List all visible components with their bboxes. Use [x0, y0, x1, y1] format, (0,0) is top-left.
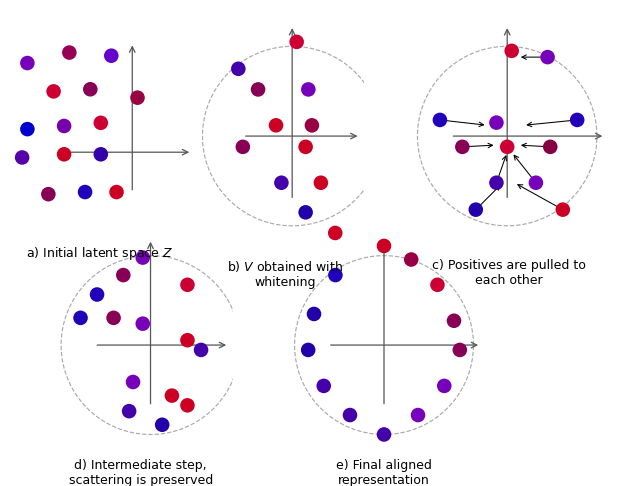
Point [557, 206, 568, 213]
Point [572, 116, 582, 124]
Text: e) Final aligned
representation: e) Final aligned representation [336, 459, 432, 486]
Point [157, 421, 167, 429]
Point [531, 179, 541, 187]
Point [124, 407, 134, 415]
Point [439, 382, 449, 390]
Point [319, 382, 329, 390]
Point [22, 125, 33, 133]
Point [138, 320, 148, 328]
Point [17, 154, 28, 161]
Point [59, 150, 69, 158]
Point [433, 281, 443, 289]
Point [507, 47, 517, 55]
Point [502, 143, 512, 151]
Point [303, 346, 314, 354]
Point [379, 431, 389, 438]
Point [44, 190, 54, 198]
Point [330, 271, 340, 279]
Point [80, 188, 90, 196]
Point [233, 65, 243, 73]
Point [253, 86, 263, 93]
Point [307, 122, 317, 129]
Point [435, 116, 445, 124]
Point [167, 392, 177, 399]
Point [457, 143, 467, 151]
Point [492, 179, 502, 187]
Point [379, 242, 389, 250]
Point [76, 314, 86, 322]
Point [345, 411, 355, 419]
Point [276, 179, 287, 187]
Point [106, 52, 116, 60]
Point [59, 122, 69, 130]
Point [95, 119, 106, 127]
Point [301, 143, 311, 151]
Point [49, 87, 59, 95]
Text: a) Initial latent space $Z$: a) Initial latent space $Z$ [26, 245, 173, 262]
Point [95, 150, 106, 158]
Text: d) Intermediate step,
scattering is preserved: d) Intermediate step, scattering is pres… [68, 459, 213, 486]
Text: c) Positives are pulled to
each other: c) Positives are pulled to each other [432, 259, 586, 287]
Point [182, 336, 193, 344]
Point [301, 208, 311, 216]
Point [64, 49, 74, 56]
Point [85, 86, 95, 93]
Point [128, 378, 138, 386]
Point [316, 179, 326, 187]
Text: b) $V$ obtained with
whitening: b) $V$ obtained with whitening [227, 259, 343, 289]
Point [138, 254, 148, 261]
Point [92, 291, 102, 298]
Point [330, 229, 340, 237]
Point [22, 59, 33, 67]
Point [492, 119, 502, 126]
Point [413, 411, 423, 419]
Point [132, 94, 143, 102]
Point [309, 310, 319, 318]
Point [449, 317, 459, 325]
Point [303, 86, 314, 93]
Point [108, 314, 118, 322]
Point [543, 53, 553, 61]
Point [271, 122, 281, 129]
Point [182, 281, 193, 289]
Point [470, 206, 481, 213]
Point [292, 38, 302, 46]
Point [111, 188, 122, 196]
Point [237, 143, 248, 151]
Point [406, 256, 417, 263]
Point [182, 401, 193, 409]
Point [545, 143, 556, 151]
Point [196, 346, 206, 354]
Point [118, 271, 129, 279]
Point [454, 346, 465, 354]
